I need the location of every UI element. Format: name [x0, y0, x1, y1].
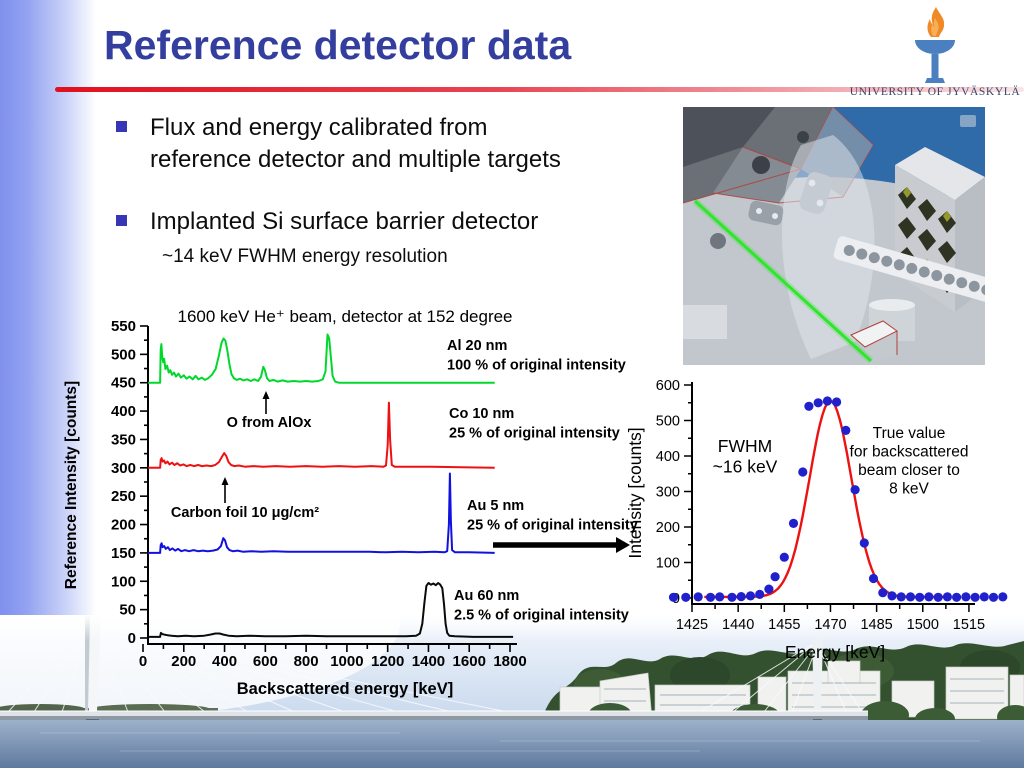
energy-resolution-note: ~14 keV FWHM energy resolution [162, 246, 448, 267]
svg-text:Carbon foil 10 μg/cm²: Carbon foil 10 μg/cm² [171, 505, 319, 521]
svg-text:for backscattered: for backscattered [850, 444, 969, 461]
svg-text:Co 10 nm: Co 10 nm [449, 406, 514, 422]
svg-text:400: 400 [212, 653, 237, 670]
arrow-head [221, 477, 229, 485]
axes [147, 326, 517, 645]
svg-text:500: 500 [656, 414, 680, 430]
svg-text:25 % of original intensity: 25 % of original intensity [467, 518, 638, 534]
tick-marks [684, 384, 970, 612]
series-Au-60-nm [148, 582, 514, 638]
svg-text:1515: 1515 [953, 617, 985, 633]
tick-labels: 0100200300400500600142514401455147014851… [656, 378, 985, 633]
title-divider-line [55, 87, 1024, 92]
svg-text:100 % of original intensity: 100 % of original intensity [447, 358, 626, 374]
zoom-arrow [493, 537, 630, 553]
axes [691, 382, 975, 605]
svg-text:0: 0 [128, 630, 136, 647]
svg-text:1500: 1500 [907, 617, 939, 633]
svg-text:2.5 % of original intensity: 2.5 % of original intensity [454, 608, 629, 624]
svg-text:1400: 1400 [412, 653, 445, 670]
torch-logo-icon [915, 7, 955, 83]
y-axis-label: Intensity [counts] [625, 427, 645, 558]
svg-text:1200: 1200 [371, 653, 404, 670]
svg-text:Al 20 nm: Al 20 nm [447, 338, 507, 354]
svg-text:250: 250 [111, 488, 136, 505]
svg-text:25 % of original intensity: 25 % of original intensity [449, 426, 620, 442]
university-logo: UNIVERSITY OF JYVÄSKYLÄ [845, 6, 1024, 98]
series-Au-5-nm [148, 472, 495, 554]
svg-text:8 keV: 8 keV [889, 481, 929, 498]
svg-text:550: 550 [111, 318, 136, 335]
svg-text:400: 400 [111, 403, 136, 420]
bullet-text: Implanted Si surface barrier detector [150, 207, 539, 235]
svg-text:300: 300 [656, 485, 680, 501]
svg-text:1000: 1000 [330, 653, 363, 670]
svg-text:1800: 1800 [493, 653, 526, 670]
svg-text:O from AlOx: O from AlOx [227, 415, 312, 431]
svg-text:600: 600 [253, 653, 278, 670]
annotation: O from AlOx [227, 391, 312, 431]
detector-3d-render-image [683, 107, 985, 365]
annotation: Carbon foil 10 μg/cm² [171, 477, 319, 521]
svg-text:1425: 1425 [676, 617, 708, 633]
tick-marks [140, 325, 511, 652]
campus-bridge-photo [0, 615, 1024, 768]
arrow-head [262, 391, 270, 399]
series-Co-10-nm [148, 401, 495, 469]
x-axis-label: Backscattered energy [keV] [237, 680, 453, 698]
svg-text:200: 200 [171, 653, 196, 670]
y-axis-label: Reference Intensity [counts] [63, 381, 80, 589]
svg-text:500: 500 [111, 346, 136, 363]
tick-labels: 0 50 100 150 200 250 300 350 400 450 500 550 0 200 400… [111, 318, 527, 670]
bullet-list: Flux and energy calibrated from reference… [116, 112, 676, 268]
page-title: Reference detector data [104, 22, 572, 68]
annotation: Al 20 nm 100 % of original intensity [447, 338, 626, 374]
svg-text:100: 100 [656, 556, 680, 572]
svg-text:Au 60 nm: Au 60 nm [454, 588, 519, 604]
annotation: Au 5 nm 25 % of original intensity [467, 498, 638, 534]
bullet-item: Flux and energy calibrated from reference… [116, 112, 676, 176]
bullet-text: Flux and energy calibrated from reference… [150, 114, 561, 173]
svg-text:1485: 1485 [860, 617, 892, 633]
svg-text:800: 800 [294, 653, 319, 670]
svg-text:200: 200 [656, 520, 680, 536]
university-logo-text: UNIVERSITY OF JYVÄSKYLÄ [849, 86, 1021, 98]
svg-text:~16 keV: ~16 keV [713, 457, 778, 477]
annotation: Au 60 nm 2.5 % of original intensity [454, 588, 629, 624]
svg-text:150: 150 [111, 545, 136, 562]
annotation: Co 10 nm 25 % of original intensity [449, 406, 620, 442]
svg-text:1440: 1440 [722, 617, 754, 633]
svg-text:200: 200 [111, 517, 136, 534]
svg-text:0: 0 [139, 653, 147, 670]
svg-text:FWHM: FWHM [718, 436, 772, 456]
svg-text:300: 300 [111, 460, 136, 477]
svg-text:50: 50 [119, 602, 136, 619]
svg-text:1455: 1455 [768, 617, 800, 633]
svg-text:1600: 1600 [453, 653, 486, 670]
svg-text:350: 350 [111, 431, 136, 448]
data-points [668, 396, 1008, 602]
bullet-square-icon [116, 214, 127, 226]
svg-text:450: 450 [111, 375, 136, 392]
backscatter-spectra-chart: 0 50 100 150 200 250 300 350 400 450 500 550 0 200 400… [63, 307, 638, 698]
energy-peak-chart: 0100200300400500600142514401455147014851… [625, 378, 1008, 662]
svg-text:1470: 1470 [814, 617, 846, 633]
series-Al-20-nm [148, 333, 495, 384]
annotation: FWHM~16 keV [713, 436, 778, 477]
svg-text:100: 100 [111, 573, 136, 590]
svg-text:Au 5 nm: Au 5 nm [467, 498, 524, 514]
render-corner-icon [960, 115, 976, 127]
chart-title: 1600 keV He⁺ beam, detector at 152 degre… [177, 307, 512, 326]
svg-text:400: 400 [656, 449, 680, 465]
svg-text:True value: True value [873, 425, 946, 442]
svg-text:600: 600 [656, 378, 680, 394]
bullet-square-icon [116, 121, 127, 132]
x-axis-label: Energy [keV] [785, 642, 885, 662]
svg-text:beam closer to: beam closer to [858, 462, 960, 479]
bullet-item: Implanted Si surface barrier detector [116, 206, 676, 238]
